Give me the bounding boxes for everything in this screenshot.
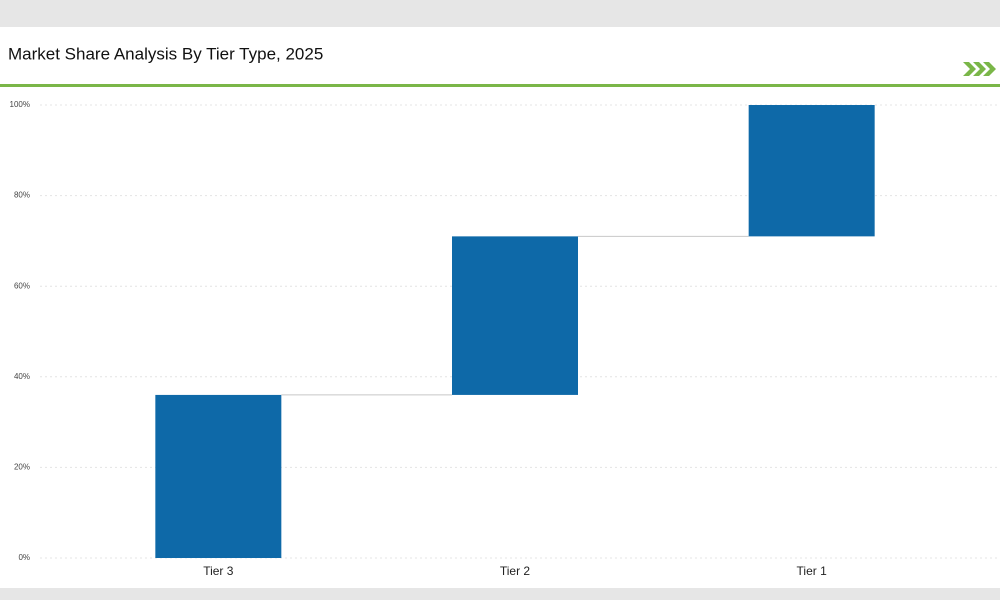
y-tick-label: 40% — [14, 372, 30, 381]
bar — [155, 394, 282, 558]
title-underline — [0, 84, 1000, 87]
y-tick-label: 80% — [14, 191, 30, 200]
y-tick-label: 20% — [14, 463, 30, 472]
x-tick-label: Tier 2 — [500, 564, 531, 578]
chevron-icon — [963, 62, 996, 76]
x-tick-label: Tier 1 — [797, 564, 828, 578]
x-tick-label: Tier 3 — [203, 564, 234, 578]
y-tick-label: 0% — [18, 553, 30, 562]
bar — [452, 236, 578, 395]
y-tick-label: 60% — [14, 281, 30, 290]
chart-title: Market Share Analysis By Tier Type, 2025 — [8, 44, 323, 63]
bar — [748, 105, 875, 237]
y-tick-label: 100% — [10, 100, 30, 109]
